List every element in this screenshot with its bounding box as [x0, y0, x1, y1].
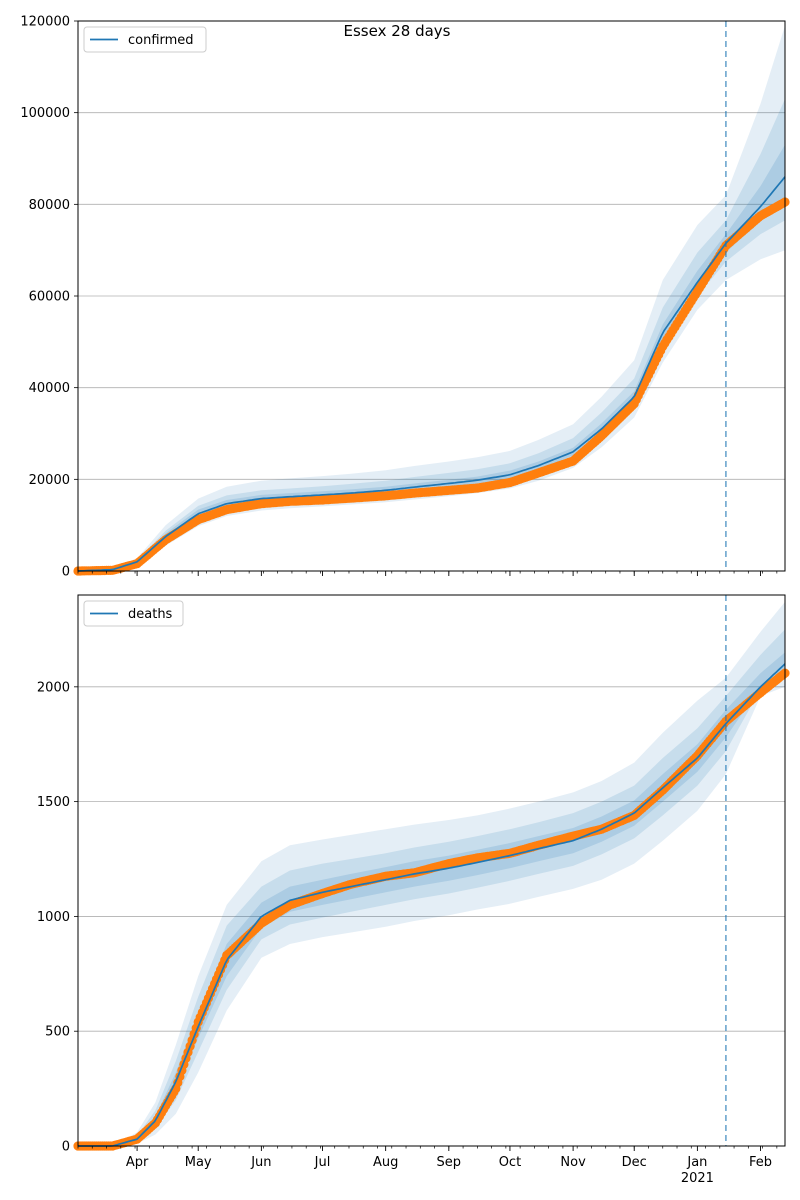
confirmed-panel: 0 20000 40000 60000 80000 100000 120000 confirm…	[20, 15, 790, 580]
deaths-ytick-label: 1000	[37, 910, 70, 925]
xtick-label-jan: Jan	[686, 1155, 707, 1170]
xtick-label-oct: Oct	[499, 1155, 521, 1170]
xtick-label-nov: Nov	[560, 1155, 586, 1170]
deaths-axes-frame	[77, 594, 786, 1147]
confirmed-band-inner	[78, 144, 785, 572]
confirmed-axes-frame	[77, 20, 786, 572]
confirmed-legend: confirmed	[83, 26, 207, 53]
xtick-label-feb: Feb	[749, 1155, 772, 1170]
deaths-panel: 0 500 1000 1500 2000 Apr May Jun Jul Aug Sep Oct Nov…	[37, 594, 790, 1186]
deaths-legend-box	[83, 600, 184, 627]
confirmed-ytick-label: 120000	[20, 15, 70, 30]
deaths-ytick-label: 1500	[37, 795, 70, 810]
xaxis-year-label: 2021	[681, 1171, 714, 1186]
confirmed-legend-box	[83, 26, 207, 53]
confirmed-ytick-label: 100000	[20, 106, 70, 121]
xtick-label-jun: Jun	[250, 1155, 271, 1170]
xtick-label-aug: Aug	[373, 1155, 398, 1170]
confirmed-ytick-label: 80000	[29, 198, 70, 213]
confirmed-ytick-label: 40000	[29, 381, 70, 396]
deaths-ytick-label: 0	[62, 1140, 70, 1155]
deaths-band-outer	[78, 601, 785, 1146]
xtick-label-jul: Jul	[314, 1155, 331, 1170]
xtick-label-dec: Dec	[622, 1155, 647, 1170]
xtick-label-sep: Sep	[437, 1155, 462, 1170]
confirmed-legend-label: confirmed	[128, 33, 194, 48]
confirmed-observed-points	[73, 197, 790, 576]
chart-title: Essex 28 days	[344, 22, 451, 40]
deaths-legend-label: deaths	[128, 607, 173, 622]
deaths-model-line	[78, 663, 786, 1147]
confirmed-ytick-label: 20000	[29, 473, 70, 488]
confirmed-ytick-label: 60000	[29, 290, 70, 305]
deaths-ytick-label: 2000	[37, 680, 70, 695]
confirmed-model-line	[77, 176, 786, 572]
confirmed-ytick-label: 0	[62, 565, 70, 580]
deaths-legend: deaths	[83, 600, 184, 627]
deaths-band-middle	[78, 629, 785, 1146]
xtick-label-may: May	[185, 1155, 212, 1170]
deaths-ytick-label: 500	[45, 1025, 70, 1040]
confirmed-band-middle	[78, 98, 785, 572]
xtick-label-apr: Apr	[126, 1155, 149, 1170]
